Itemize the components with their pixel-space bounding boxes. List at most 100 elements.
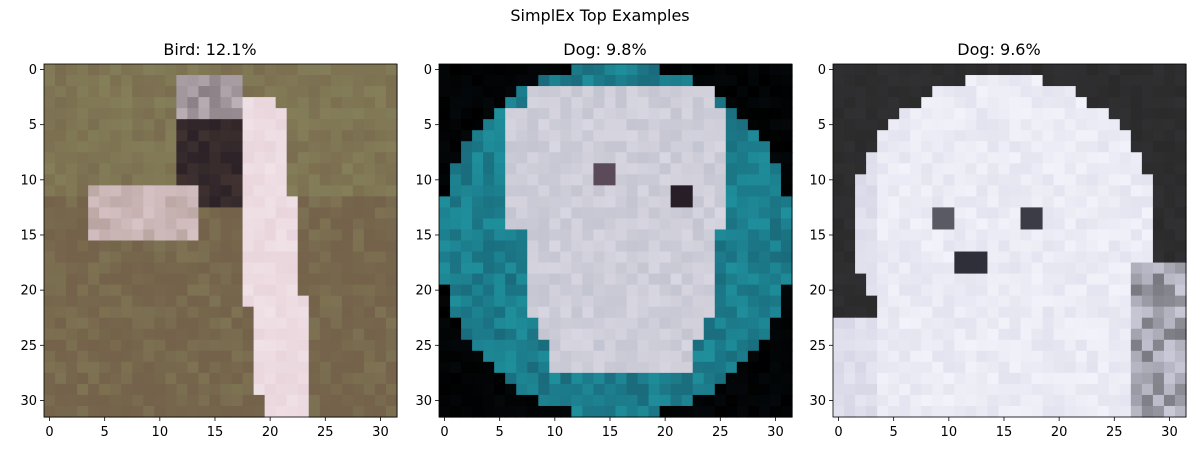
pixel <box>275 207 288 220</box>
pixel <box>637 394 650 407</box>
pixel <box>855 174 867 186</box>
pixel <box>1108 295 1121 308</box>
pixel <box>769 174 782 186</box>
pixel <box>976 163 989 175</box>
pixel <box>352 119 365 131</box>
pixel <box>725 196 738 209</box>
pixel <box>976 372 989 385</box>
pixel <box>242 163 255 175</box>
pixel <box>1130 240 1143 253</box>
pixel <box>571 163 584 175</box>
pixel <box>888 273 900 286</box>
pixel <box>1075 174 1088 186</box>
pixel <box>1130 196 1143 209</box>
pixel <box>703 86 716 98</box>
pixel <box>308 218 321 231</box>
pixel <box>88 64 100 76</box>
pixel <box>121 75 133 87</box>
pixel <box>976 284 989 297</box>
pixel <box>769 262 782 275</box>
pixel <box>176 372 189 385</box>
panel-dog-1: Dog: 9.8% 0 5 10 15 20 25 30 0 5 10 15 20 25 30 <box>415 34 793 444</box>
pixel <box>866 383 878 396</box>
pixel <box>121 141 133 153</box>
pixel <box>921 372 933 385</box>
pixel <box>844 64 856 76</box>
pixel <box>1031 174 1044 186</box>
pixel <box>242 405 255 418</box>
pixel <box>231 130 244 142</box>
pixel <box>461 361 473 374</box>
pixel <box>1152 328 1165 341</box>
pixel <box>220 196 233 209</box>
pixel <box>143 306 155 319</box>
pixel <box>549 295 561 308</box>
pixel <box>264 405 277 418</box>
pixel <box>154 141 166 153</box>
pixel <box>352 196 365 209</box>
pixel <box>275 97 288 109</box>
pixel <box>319 119 332 131</box>
pixel <box>758 108 771 120</box>
pixel <box>143 394 155 407</box>
pixel <box>681 339 694 352</box>
pixel <box>560 273 572 286</box>
pixel <box>1108 394 1121 407</box>
pixel <box>1152 262 1165 275</box>
pixel <box>1108 86 1121 98</box>
pixel <box>527 163 539 175</box>
pixel <box>866 317 878 330</box>
pixel <box>954 251 966 264</box>
pixel <box>1020 108 1033 120</box>
pixel <box>593 361 606 374</box>
pixel <box>921 185 933 197</box>
pixel <box>165 284 177 297</box>
pixel <box>385 295 398 308</box>
pixel <box>461 185 473 197</box>
pixel <box>736 163 749 175</box>
pixel <box>965 119 978 131</box>
pixel <box>374 339 387 352</box>
pixel <box>582 350 595 363</box>
pixel <box>494 218 506 231</box>
pixel <box>976 262 989 275</box>
pixel <box>844 394 856 407</box>
pixel <box>385 361 398 374</box>
pixel <box>264 328 277 341</box>
pixel <box>549 229 561 242</box>
pixel <box>516 262 528 275</box>
pixel <box>319 383 332 396</box>
pixel <box>987 262 1000 275</box>
pixel <box>855 284 867 297</box>
pixel <box>1009 251 1022 264</box>
pixel <box>220 361 233 374</box>
pixel <box>330 394 343 407</box>
pixel <box>352 350 365 363</box>
pixel <box>1108 262 1121 275</box>
pixel <box>1097 196 1110 209</box>
pixel <box>899 196 911 209</box>
pixel <box>626 185 639 197</box>
pixel <box>1053 152 1066 164</box>
pixel <box>99 64 111 76</box>
pixel <box>1086 295 1099 308</box>
pixel <box>604 196 617 209</box>
pixel <box>1130 174 1143 186</box>
pixel <box>483 229 495 242</box>
pixel <box>538 75 550 87</box>
pixel <box>231 317 244 330</box>
pixel <box>714 218 727 231</box>
pixel <box>1020 251 1033 264</box>
pixel <box>681 262 694 275</box>
pixel <box>1075 163 1088 175</box>
pixel <box>987 328 1000 341</box>
pixel <box>439 350 451 363</box>
pixel <box>264 317 277 330</box>
pixel <box>44 86 56 98</box>
pixel <box>538 361 550 374</box>
pixel <box>1086 273 1099 286</box>
pixel <box>439 328 451 341</box>
pixel <box>505 306 517 319</box>
pixel <box>1097 394 1110 407</box>
pixel <box>1174 339 1187 352</box>
